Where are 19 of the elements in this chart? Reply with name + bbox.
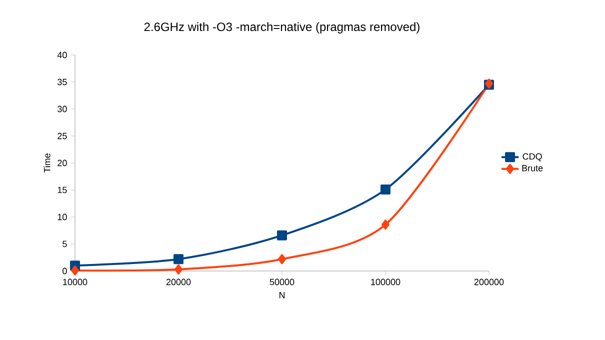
chart-title: 2.6GHz with -O3 -march=native (pragmas removed) [144, 22, 420, 34]
legend-label: CDQ [522, 153, 542, 162]
y-tick-label: 10 [58, 214, 67, 220]
x-tick-label: 20000 [166, 278, 191, 286]
x-tick-label: 10000 [63, 278, 88, 286]
y-tick-label: 20 [58, 160, 67, 166]
x-tick-label: 50000 [270, 278, 294, 286]
y-tick-label: 15 [58, 186, 67, 194]
y-tick-label: 40 [57, 52, 67, 58]
x-tick-label: 100000 [371, 278, 400, 286]
y-tick-label: 25 [58, 132, 67, 140]
y-tick-label: 35 [58, 78, 67, 86]
legend-label: Brute [522, 165, 543, 172]
y-tick-label: 30 [58, 106, 67, 112]
y-tick-label: 0 [62, 268, 67, 274]
x-tick-label: 200000 [474, 278, 504, 286]
y-tick-label: 5 [62, 240, 67, 248]
y-axis-title: Time [44, 154, 50, 173]
x-axis-title: N [279, 292, 285, 298]
